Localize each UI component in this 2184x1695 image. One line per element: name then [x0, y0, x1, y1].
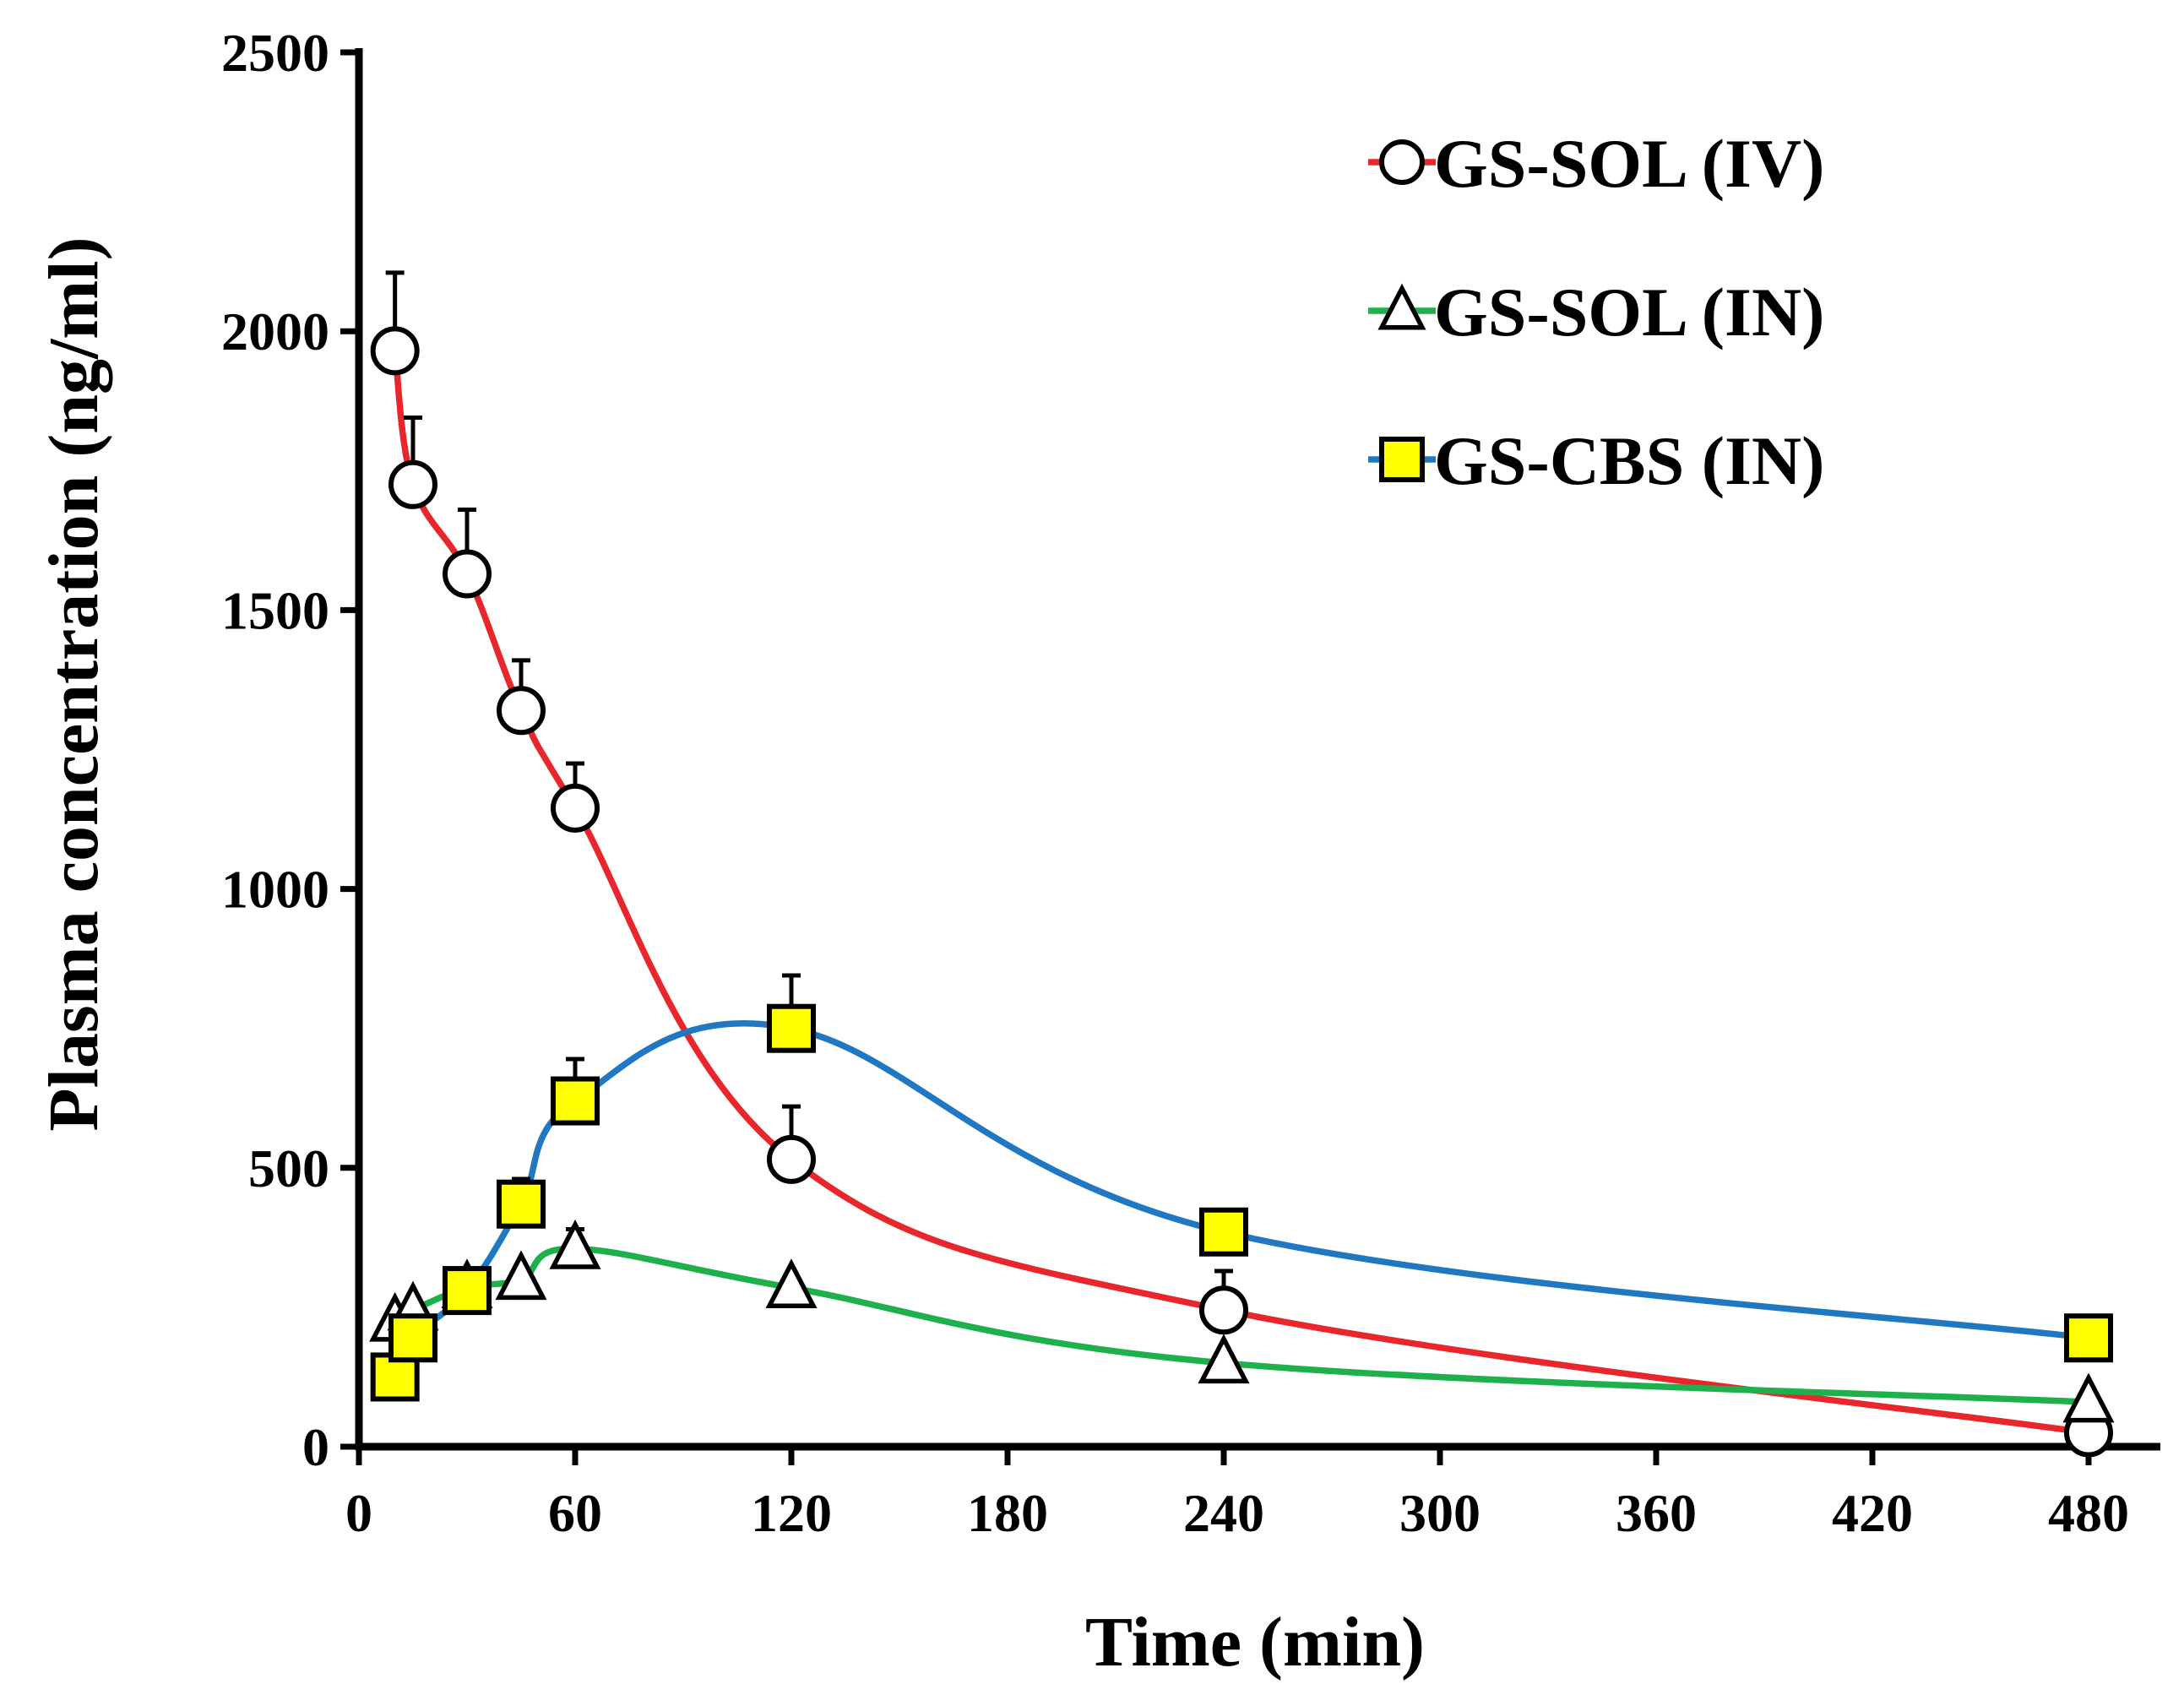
- data-point-gs-cbs-in: [2064, 1313, 2113, 1363]
- x-tick-label: 180: [967, 1483, 1048, 1543]
- series-lines: [391, 347, 2092, 1437]
- legend-label-gs-cbs-in: GS-CBS (IN): [1434, 422, 1824, 499]
- y-tick-label: 1500: [221, 580, 329, 640]
- x-tick-label: 360: [1616, 1483, 1697, 1543]
- data-point-gs-sol-iv: [497, 686, 546, 736]
- y-tick-label: 2000: [221, 302, 329, 361]
- data-point-gs-cbs-in: [388, 1313, 437, 1363]
- data-point-gs-sol-in: [549, 1219, 601, 1269]
- legend-label-gs-sol-in: GS-SOL (IN): [1434, 274, 1825, 350]
- x-tick-label: 240: [1183, 1483, 1264, 1543]
- axes-group: [340, 48, 2160, 1465]
- x-tick-label: 120: [751, 1483, 832, 1543]
- error-bars: [385, 270, 1233, 1289]
- legend-marker-gs-sol-in: [1377, 283, 1426, 330]
- data-point-gs-sol-in: [495, 1250, 547, 1301]
- data-point-gs-sol-iv: [551, 783, 600, 833]
- y-tick-label: 0: [302, 1417, 329, 1477]
- tick-labels: 0 500 1000 1500 2000 2500 0 60 120 180 240 300 360 42…: [221, 23, 2129, 1543]
- data-point-gs-cbs-in: [1199, 1207, 1248, 1257]
- data-point-gs-cbs-in: [767, 1003, 816, 1053]
- data-point-gs-sol-iv: [1199, 1285, 1248, 1335]
- data-point-gs-sol-iv: [443, 549, 492, 599]
- y-tick-label: 1000: [221, 860, 329, 920]
- data-point-gs-cbs-in: [443, 1266, 492, 1316]
- y-tick-label: 2500: [221, 23, 329, 83]
- x-tick-label: 480: [2048, 1483, 2129, 1543]
- x-tick-label: 0: [345, 1483, 372, 1543]
- data-point-gs-sol-in: [2062, 1372, 2115, 1423]
- y-tick-label: 500: [248, 1138, 329, 1198]
- series-line-gs-sol-iv: [391, 347, 2092, 1437]
- x-tick-label: 420: [1832, 1483, 1913, 1543]
- legend-label-gs-sol-iv: GS-SOL (IV): [1434, 125, 1825, 202]
- data-point-gs-sol-in: [1198, 1334, 1250, 1384]
- data-point-gs-cbs-in: [551, 1076, 600, 1126]
- x-tick-label: 300: [1399, 1483, 1480, 1543]
- legend: GS-SOL (IV) GS-SOL (IN) GS-CBS (IN): [1368, 125, 1825, 499]
- data-point-gs-sol-iv: [370, 326, 420, 376]
- y-axis-title: Plasma concentration (ng/ml): [35, 236, 113, 1131]
- x-axis-title: Time (min): [1085, 1603, 1425, 1681]
- data-point-gs-sol-iv: [767, 1134, 816, 1184]
- legend-marker-gs-sol-iv: [1379, 139, 1425, 185]
- series-markers: [369, 326, 2115, 1458]
- data-point-gs-sol-iv: [388, 459, 437, 509]
- x-tick-label: 60: [548, 1483, 602, 1543]
- legend-marker-gs-cbs-in: [1379, 437, 1425, 482]
- data-point-gs-sol-in: [765, 1258, 818, 1308]
- data-point-gs-cbs-in: [497, 1179, 546, 1229]
